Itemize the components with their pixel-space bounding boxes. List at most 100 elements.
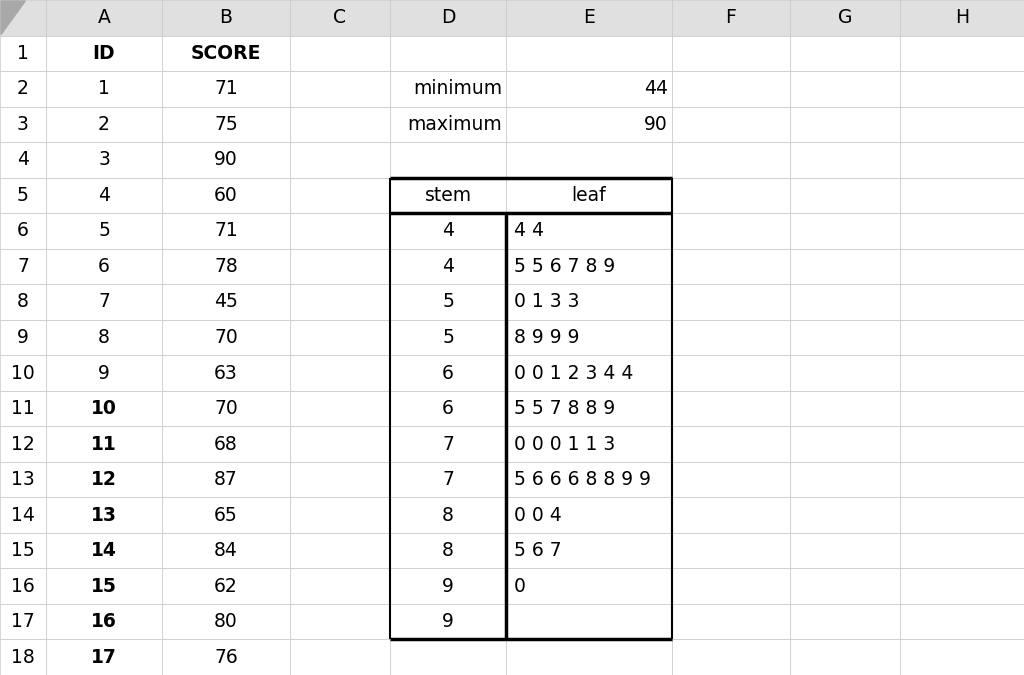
Text: maximum: maximum bbox=[408, 115, 502, 134]
Bar bbox=[900, 604, 1024, 639]
Bar bbox=[790, 36, 900, 71]
Text: A: A bbox=[97, 8, 111, 27]
Bar bbox=[790, 639, 900, 675]
Bar bbox=[900, 107, 1024, 142]
Bar bbox=[900, 639, 1024, 675]
Text: 9: 9 bbox=[442, 576, 454, 595]
Bar bbox=[0, 604, 46, 639]
Bar bbox=[0, 36, 46, 71]
Bar bbox=[390, 462, 506, 497]
Text: 62: 62 bbox=[214, 576, 238, 595]
Text: 16: 16 bbox=[11, 576, 35, 595]
Bar bbox=[290, 639, 390, 675]
Bar bbox=[390, 604, 506, 639]
Bar bbox=[290, 142, 390, 178]
Bar bbox=[390, 355, 506, 391]
Bar bbox=[900, 36, 1024, 71]
Text: 0 0 4: 0 0 4 bbox=[514, 506, 562, 524]
Bar bbox=[900, 497, 1024, 533]
Text: G: G bbox=[838, 8, 852, 27]
Text: 1: 1 bbox=[98, 80, 110, 99]
Bar bbox=[672, 284, 790, 320]
Bar bbox=[790, 71, 900, 107]
Bar bbox=[790, 0, 900, 36]
Bar bbox=[506, 0, 672, 36]
Bar bbox=[290, 178, 390, 213]
Bar bbox=[790, 248, 900, 284]
Bar bbox=[390, 320, 506, 355]
Bar bbox=[672, 71, 790, 107]
Bar bbox=[672, 533, 790, 568]
Bar bbox=[162, 248, 290, 284]
Text: 1: 1 bbox=[17, 44, 29, 63]
Bar bbox=[672, 178, 790, 213]
Bar bbox=[290, 604, 390, 639]
Bar bbox=[900, 355, 1024, 391]
Bar bbox=[0, 568, 46, 604]
Bar bbox=[900, 462, 1024, 497]
Text: 0: 0 bbox=[514, 576, 526, 595]
Text: 6: 6 bbox=[17, 221, 29, 240]
Bar bbox=[390, 107, 506, 142]
Bar bbox=[162, 497, 290, 533]
Bar bbox=[506, 248, 672, 284]
Bar bbox=[0, 142, 46, 178]
Bar bbox=[672, 568, 790, 604]
Text: 11: 11 bbox=[91, 435, 117, 454]
Bar bbox=[790, 568, 900, 604]
Bar bbox=[672, 427, 790, 462]
Text: 5: 5 bbox=[17, 186, 29, 205]
Text: 6: 6 bbox=[442, 399, 454, 418]
Text: 60: 60 bbox=[214, 186, 238, 205]
Bar bbox=[290, 427, 390, 462]
Bar bbox=[790, 427, 900, 462]
Bar bbox=[162, 284, 290, 320]
Bar bbox=[162, 639, 290, 675]
Bar bbox=[0, 71, 46, 107]
Text: D: D bbox=[440, 8, 456, 27]
Bar bbox=[506, 213, 672, 248]
Bar bbox=[162, 213, 290, 248]
Bar bbox=[46, 639, 162, 675]
Bar bbox=[900, 391, 1024, 427]
Text: 4: 4 bbox=[442, 257, 454, 276]
Bar bbox=[0, 355, 46, 391]
Bar bbox=[506, 568, 672, 604]
Text: F: F bbox=[726, 8, 736, 27]
Text: 6: 6 bbox=[98, 257, 110, 276]
Text: 0 0 0 1 1 3: 0 0 0 1 1 3 bbox=[514, 435, 615, 454]
Bar bbox=[390, 71, 506, 107]
Text: ID: ID bbox=[93, 44, 116, 63]
Bar bbox=[162, 142, 290, 178]
Bar bbox=[672, 462, 790, 497]
Bar bbox=[790, 391, 900, 427]
Bar bbox=[390, 497, 506, 533]
Text: 17: 17 bbox=[11, 612, 35, 631]
Bar bbox=[390, 0, 506, 36]
Text: 65: 65 bbox=[214, 506, 238, 524]
Bar bbox=[290, 71, 390, 107]
Bar bbox=[46, 462, 162, 497]
Bar bbox=[162, 0, 290, 36]
Text: 8: 8 bbox=[17, 292, 29, 311]
Bar bbox=[672, 36, 790, 71]
Text: 90: 90 bbox=[644, 115, 668, 134]
Bar bbox=[46, 533, 162, 568]
Bar bbox=[290, 391, 390, 427]
Text: 5 6 6 6 8 8 9 9: 5 6 6 6 8 8 9 9 bbox=[514, 470, 651, 489]
Text: 63: 63 bbox=[214, 364, 238, 383]
Bar bbox=[900, 213, 1024, 248]
Bar bbox=[672, 391, 790, 427]
Bar bbox=[672, 213, 790, 248]
Text: 4: 4 bbox=[98, 186, 110, 205]
Bar bbox=[900, 142, 1024, 178]
Text: 11: 11 bbox=[11, 399, 35, 418]
Bar bbox=[46, 427, 162, 462]
Bar bbox=[900, 284, 1024, 320]
Text: 71: 71 bbox=[214, 80, 238, 99]
Bar bbox=[506, 142, 672, 178]
Bar bbox=[162, 36, 290, 71]
Polygon shape bbox=[1, 1, 26, 34]
Text: 5: 5 bbox=[442, 328, 454, 347]
Text: 13: 13 bbox=[91, 506, 117, 524]
